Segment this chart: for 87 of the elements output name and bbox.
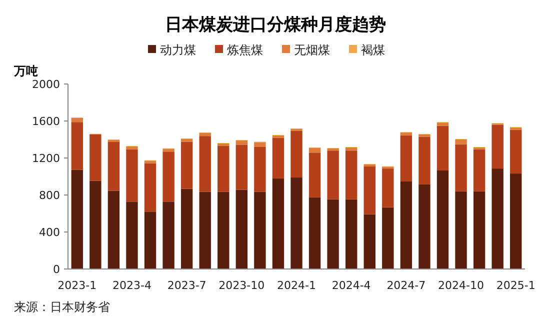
y-tick-label: 1600 — [32, 115, 60, 128]
bar — [290, 178, 302, 269]
bar — [364, 164, 376, 167]
bar — [455, 140, 467, 144]
bar — [492, 168, 504, 269]
bar — [126, 202, 138, 269]
bar — [108, 142, 120, 191]
bar — [126, 146, 138, 150]
bar — [90, 180, 102, 269]
bar — [144, 212, 156, 269]
x-tick-label: 2024-7 — [386, 279, 426, 292]
y-tick-label: 0 — [53, 263, 60, 276]
bar — [382, 168, 394, 208]
bar — [236, 140, 248, 145]
x-tick-label: 2024-4 — [332, 279, 371, 292]
bar — [308, 197, 321, 269]
bar — [218, 143, 230, 146]
legend-label: 褐煤 — [361, 43, 385, 57]
bar — [473, 149, 486, 192]
bar — [90, 134, 102, 181]
bar — [71, 170, 83, 269]
bar — [290, 130, 302, 178]
bar — [218, 146, 230, 192]
bar — [327, 199, 339, 269]
x-tick-label: 2023-1 — [58, 279, 97, 292]
bar — [436, 122, 449, 126]
bar — [144, 163, 156, 212]
bar — [327, 148, 339, 151]
bar — [436, 170, 449, 269]
bar — [162, 202, 174, 269]
bar — [236, 190, 248, 269]
bar — [180, 188, 193, 269]
bar — [345, 150, 358, 200]
chart-title: 日本煤炭进口分煤种月度趋势 — [165, 15, 386, 35]
bar — [162, 152, 174, 202]
bar — [418, 136, 430, 184]
bar — [382, 207, 394, 269]
bar — [308, 148, 321, 153]
bar — [492, 124, 504, 169]
bar — [364, 214, 376, 269]
bar — [308, 152, 321, 198]
source-note: 来源：日本财务省 — [14, 300, 110, 314]
bar — [254, 192, 266, 269]
bar — [510, 174, 522, 269]
bar — [199, 136, 211, 192]
bar — [327, 150, 339, 200]
x-tick-label: 2023-4 — [112, 279, 152, 292]
x-tick-label: 2023-10 — [218, 279, 265, 292]
y-tick-label: 400 — [39, 226, 60, 239]
bar — [126, 149, 138, 202]
x-tick-label: 2024-10 — [438, 279, 484, 292]
bar — [254, 146, 266, 192]
legend-label: 炼焦煤 — [227, 43, 263, 57]
bar — [418, 184, 430, 269]
bar — [236, 144, 248, 190]
bar — [254, 142, 266, 147]
bar — [272, 178, 284, 269]
bar — [199, 132, 211, 136]
bar — [162, 148, 174, 152]
bar — [400, 181, 412, 269]
bar — [199, 192, 211, 269]
bar — [510, 130, 522, 174]
y-tick-label: 2000 — [32, 78, 60, 91]
bar — [455, 191, 467, 269]
bar — [400, 132, 412, 136]
x-tick-label: 2023-7 — [167, 279, 206, 292]
bar — [180, 142, 193, 189]
y-tick-label: 800 — [39, 189, 60, 202]
legend-label: 动力煤 — [160, 43, 196, 57]
bar — [144, 160, 156, 164]
bar — [218, 192, 230, 269]
bar — [345, 147, 358, 151]
legend-label: 无烟煤 — [294, 43, 330, 57]
bar — [71, 122, 83, 170]
bar — [345, 199, 358, 269]
bar — [436, 126, 449, 170]
bar — [272, 138, 284, 179]
y-tick-label: 1200 — [32, 152, 60, 165]
x-tick-label: 2024-1 — [277, 279, 316, 292]
bar — [473, 191, 486, 269]
x-tick-label: 2025-1 — [496, 279, 536, 292]
bar — [455, 144, 467, 192]
bar — [71, 118, 83, 122]
bar — [364, 166, 376, 214]
bar — [108, 190, 120, 269]
y-axis-title: 万吨 — [13, 64, 38, 78]
bar — [400, 135, 412, 182]
